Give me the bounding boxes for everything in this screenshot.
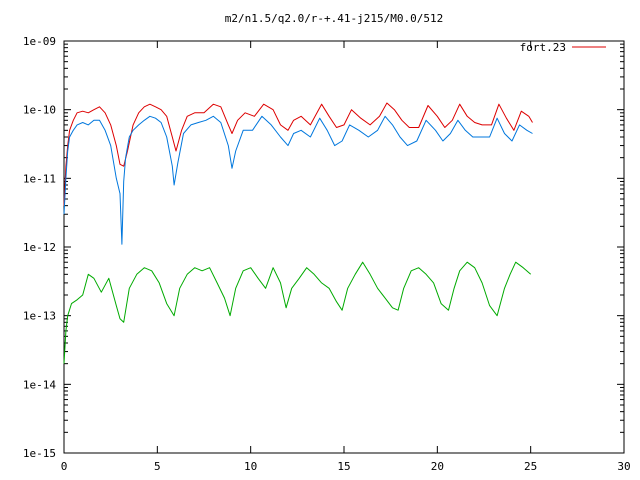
legend: fort.23 — [520, 41, 606, 54]
y-tick-label: 1e-15 — [23, 447, 56, 460]
y-tick-label: 1e-11 — [23, 172, 56, 185]
x-tick-label: 5 — [154, 460, 161, 473]
series-line-3 — [63, 261, 532, 364]
series-line-2 — [63, 115, 533, 245]
x-tick-label: 20 — [431, 460, 444, 473]
y-tick-label: 1e-09 — [23, 35, 56, 48]
y-axis: 1e-15 1e-14 1e-13 1e-12 1e-11 1e-10 1e-09 — [23, 35, 624, 460]
y-tick-label: 1e-10 — [23, 104, 56, 117]
x-tick-label: 25 — [524, 460, 537, 473]
x-tick-label: 0 — [61, 460, 68, 473]
series-layer — [63, 102, 533, 364]
y-tick-label: 1e-12 — [23, 241, 56, 254]
x-tick-label: 15 — [337, 460, 350, 473]
x-tick-label: 30 — [617, 460, 630, 473]
chart-title: m2/n1.5/q2.0/r-+.41-j215/M0.0/512 — [225, 12, 444, 25]
x-tick-label: 10 — [244, 460, 257, 473]
x-axis: 0 5 10 15 20 25 30 — [61, 41, 631, 473]
legend-label: fort.23 — [520, 41, 566, 54]
series-line-1 — [63, 102, 533, 206]
plot-frame — [63, 40, 625, 454]
y-tick-label: 1e-13 — [23, 310, 56, 323]
y-tick-label: 1e-14 — [23, 378, 56, 391]
